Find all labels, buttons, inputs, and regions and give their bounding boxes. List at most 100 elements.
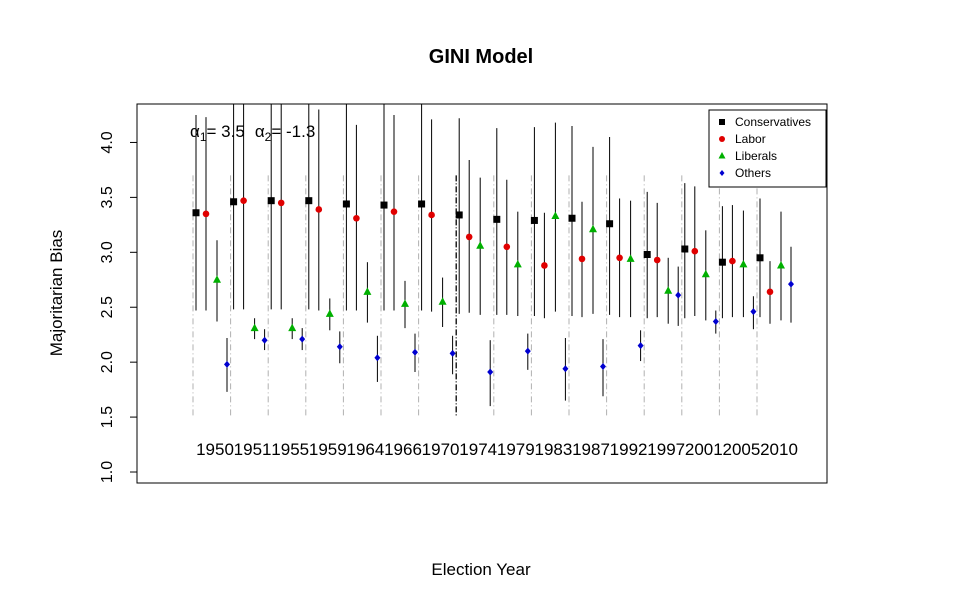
liberals-point xyxy=(551,211,560,220)
legend-others-label: Others xyxy=(735,166,771,180)
alpha-annotation: α1= 3.5 α2= -1.3 xyxy=(190,122,315,144)
others-point xyxy=(524,347,531,355)
chart-title: GINI Model xyxy=(429,46,533,68)
labor-point xyxy=(578,255,586,263)
labor-point xyxy=(390,208,398,215)
liberals-point xyxy=(213,275,221,283)
year-label: 1964 xyxy=(346,440,384,459)
legend-conservatives-label: Conservatives xyxy=(735,115,811,129)
year-label: 1997 xyxy=(647,440,685,459)
liberals-point xyxy=(739,259,748,268)
labor-point xyxy=(766,288,774,296)
year-label: 1987 xyxy=(572,440,610,459)
labor-point xyxy=(202,210,210,218)
labor-point xyxy=(541,262,548,269)
labor-point xyxy=(353,214,360,222)
year-guides xyxy=(192,175,758,418)
conservatives-point xyxy=(380,201,388,209)
liberals-point xyxy=(401,299,409,307)
y-tick-label: 2.0 xyxy=(99,351,116,373)
labor-point xyxy=(503,243,511,251)
conservatives-point xyxy=(418,200,426,208)
y-axis-label: Majoritarian Bias xyxy=(47,230,66,357)
liberals-point xyxy=(589,224,597,233)
others-point xyxy=(299,335,306,343)
year-label: 1979 xyxy=(497,440,535,459)
legend-box xyxy=(708,109,827,188)
others-point xyxy=(562,365,569,373)
y-axis: 1.0 1.5 2.0 2.5 3.0 3.5 4.0 xyxy=(99,131,138,483)
year-label: 2005 xyxy=(722,440,760,459)
others-point xyxy=(412,348,418,356)
others-point xyxy=(788,280,794,288)
alpha2-sub: 2 xyxy=(265,130,272,144)
liberals-point xyxy=(513,259,522,268)
labor-point xyxy=(729,257,736,265)
legend: Conservatives Labor Liberals Others xyxy=(708,109,827,188)
labor-point xyxy=(691,247,699,255)
legend-conservatives-symbol xyxy=(719,119,725,125)
y-tick-label: 4.0 xyxy=(99,131,116,153)
liberals-point xyxy=(664,286,673,294)
alpha2-symbol: α xyxy=(255,122,265,141)
liberals-point xyxy=(626,254,635,262)
year-label: 2001 xyxy=(685,440,723,459)
alpha1-value: = 3.5 xyxy=(207,122,245,141)
liberals-point xyxy=(250,323,259,332)
year-label: 1983 xyxy=(534,440,572,459)
conservatives-point xyxy=(267,197,275,205)
labor-point xyxy=(653,256,661,264)
liberals-point xyxy=(363,287,372,295)
conservatives-point xyxy=(756,254,764,262)
year-label: 1966 xyxy=(384,440,422,459)
others-point xyxy=(637,342,644,350)
labor-point xyxy=(315,206,323,213)
year-label: 2010 xyxy=(760,440,798,459)
year-label: 1974 xyxy=(459,440,497,459)
conservatives-point xyxy=(643,251,651,259)
y-tick-label: 3.5 xyxy=(99,186,116,208)
legend-labor-label: Labor xyxy=(735,132,766,146)
labor-point xyxy=(240,197,247,204)
legend-liberals-label: Liberals xyxy=(735,149,777,163)
liberals-point xyxy=(288,323,297,332)
others-point xyxy=(675,291,682,299)
others-point xyxy=(487,368,494,376)
y-tick-label: 3.0 xyxy=(99,241,116,263)
year-label: 1950 xyxy=(196,440,234,459)
year-label: 1959 xyxy=(309,440,347,459)
labor-point xyxy=(616,254,623,262)
alpha2-value: = -1.3 xyxy=(271,122,315,141)
conservatives-point xyxy=(305,197,313,205)
others-point xyxy=(374,354,381,362)
y-tick-label: 2.5 xyxy=(99,296,116,318)
year-label: 1955 xyxy=(271,440,309,459)
y-tick-label: 1.0 xyxy=(99,461,116,483)
alpha1-sub: 1 xyxy=(200,130,207,144)
year-label: 1970 xyxy=(422,440,460,459)
liberals-point xyxy=(438,297,447,305)
conservatives-point xyxy=(455,211,463,219)
labor-point xyxy=(465,233,473,241)
labor-point xyxy=(428,211,435,219)
conservatives-point xyxy=(192,209,200,217)
liberals-point xyxy=(325,309,334,317)
others-point xyxy=(600,363,606,371)
liberals-point xyxy=(777,260,785,269)
x-axis-label: Election Year xyxy=(431,560,531,579)
year-label: 1992 xyxy=(610,440,648,459)
conservatives-point xyxy=(530,216,538,224)
others-point xyxy=(261,336,268,344)
conservatives-point xyxy=(606,220,614,228)
series-marks xyxy=(192,104,794,407)
conservatives-point xyxy=(230,198,238,206)
others-point xyxy=(449,349,456,357)
others-point xyxy=(336,343,343,351)
conservatives-point xyxy=(568,214,576,222)
others-point xyxy=(750,308,757,316)
year-labels: 1950 1951 1955 1959 1964 1966 1970 1974 1979 1983… xyxy=(196,440,798,459)
others-point xyxy=(712,318,719,326)
liberals-point xyxy=(701,269,710,278)
alpha1-symbol: α xyxy=(190,122,200,141)
conservatives-point xyxy=(342,200,350,208)
